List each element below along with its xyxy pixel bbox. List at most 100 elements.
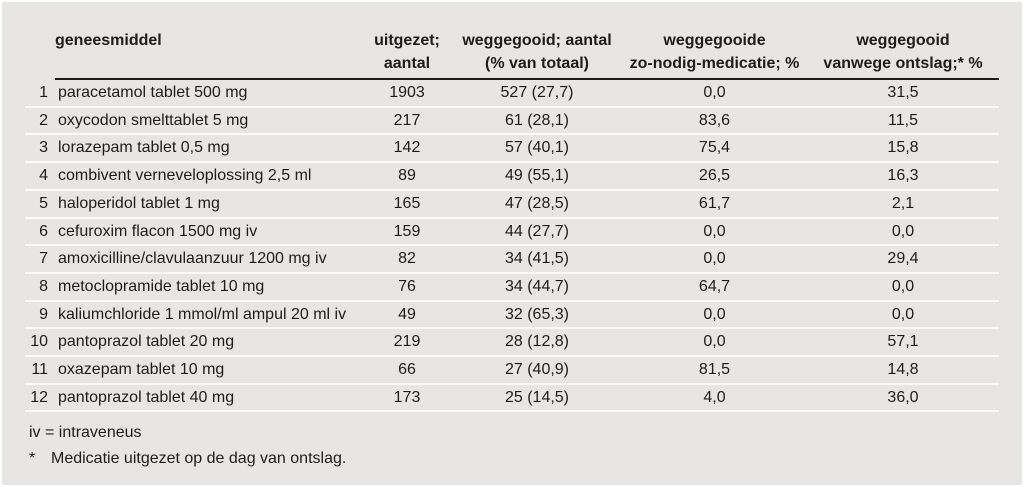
footnotes: iv = intraveneus * Medicatie uitgezet op…	[29, 420, 346, 472]
table-row: 5 haloperidol tablet 1 mg 165 47 (28,5) …	[25, 189, 999, 219]
discarded-cell: 25 (14,5)	[452, 383, 622, 413]
drug-column-header: geneesmiddel	[55, 29, 362, 80]
discarded-cell: 44 (27,7)	[452, 217, 622, 247]
discharge-cell: 31,5	[807, 79, 999, 108]
drug-cell: metoclopramide tablet 10 mg	[55, 272, 362, 302]
table-row: 3 lorazepam tablet 0,5 mg 142 57 (40,1) …	[25, 134, 999, 164]
drug-cell: kaliumchloride 1 mmol/ml ampul 20 ml iv	[55, 300, 362, 330]
dispensed-column-header: uitgezet; aantal	[362, 29, 452, 80]
footnote-iv: iv = intraveneus	[29, 420, 346, 446]
discharge-column-header: weggegooid vanwege ontslag;* %	[807, 29, 999, 80]
dispensed-cell: 82	[362, 245, 452, 274]
prn-column-header: weggegooide zo-nodig-medicatie; %	[622, 29, 807, 80]
discarded-cell: 34 (44,7)	[452, 272, 622, 302]
discharge-cell: 2,1	[807, 189, 999, 219]
footnote-iv-text: iv = intraveneus	[29, 424, 142, 441]
footnote-star-text: Medicatie uitgezet op de dag van ontslag…	[51, 450, 347, 467]
dispensed-cell: 89	[362, 162, 452, 191]
table-row: 10 pantoprazol tablet 20 mg 219 28 (12,8…	[25, 328, 999, 358]
prn-cell: 26,5	[622, 162, 807, 191]
rank-cell: 1	[25, 79, 55, 108]
drug-header-line2	[55, 52, 362, 75]
rank-cell: 7	[25, 245, 55, 274]
rank-cell: 11	[25, 356, 55, 385]
prn-cell: 0,0	[622, 328, 807, 358]
discarded-cell: 61 (28,1)	[452, 106, 622, 136]
prn-cell: 83,6	[622, 106, 807, 136]
discharge-cell: 0,0	[807, 300, 999, 330]
rank-cell: 2	[25, 106, 55, 136]
rank-cell: 6	[25, 217, 55, 247]
table-row: 12 pantoprazol tablet 40 mg 173 25 (14,5…	[25, 383, 999, 413]
drug-cell: combivent verneveloplossing 2,5 ml	[55, 162, 362, 191]
drug-cell: oxycodon smelttablet 5 mg	[55, 106, 362, 136]
drug-cell: cefuroxim flacon 1500 mg iv	[55, 217, 362, 247]
discarded-cell: 57 (40,1)	[452, 134, 622, 164]
discarded-cell: 47 (28,5)	[452, 189, 622, 219]
rank-column-header	[25, 29, 55, 79]
prn-cell: 61,7	[622, 189, 807, 219]
discharge-cell: 57,1	[807, 328, 999, 358]
drug-header-line1: geneesmiddel	[55, 32, 162, 49]
prn-cell: 0,0	[622, 245, 807, 274]
prn-cell: 0,0	[622, 300, 807, 330]
discarded-cell: 527 (27,7)	[452, 79, 622, 108]
discarded-cell: 27 (40,9)	[452, 356, 622, 385]
rank-cell: 10	[25, 328, 55, 358]
drug-cell: pantoprazol tablet 40 mg	[55, 383, 362, 413]
prn-cell: 0,0	[622, 79, 807, 108]
drug-cell: pantoprazol tablet 20 mg	[55, 328, 362, 358]
drug-cell: oxazepam tablet 10 mg	[55, 356, 362, 385]
table-row: 4 combivent verneveloplossing 2,5 ml 89 …	[25, 162, 999, 191]
prn-cell: 4,0	[622, 383, 807, 413]
discarded-cell: 32 (65,3)	[452, 300, 622, 330]
prn-cell: 75,4	[622, 134, 807, 164]
discarded-header-line1: weggegooid; aantal	[462, 32, 612, 49]
discharge-cell: 14,8	[807, 356, 999, 385]
footnote-star-marker: *	[29, 450, 36, 467]
table-row: 8 metoclopramide tablet 10 mg 76 34 (44,…	[25, 272, 999, 302]
footnote-star: * Medicatie uitgezet op de dag van ontsl…	[29, 446, 346, 472]
table-row: 2 oxycodon smelttablet 5 mg 217 61 (28,1…	[25, 106, 999, 136]
discarded-header-line2: (% van totaal)	[484, 55, 589, 72]
table-row: 1 paracetamol tablet 500 mg 1903 527 (27…	[25, 79, 999, 108]
drug-cell: paracetamol tablet 500 mg	[55, 79, 362, 108]
discharge-cell: 0,0	[807, 217, 999, 247]
discharge-cell: 16,3	[807, 162, 999, 191]
header-row: geneesmiddel uitgezet; aantal weggegooid…	[25, 29, 999, 80]
dispensed-cell: 217	[362, 106, 452, 136]
drug-cell: haloperidol tablet 1 mg	[55, 189, 362, 219]
dispensed-cell: 159	[362, 217, 452, 247]
discarded-medication-table: geneesmiddel uitgezet; aantal weggegooid…	[25, 29, 999, 413]
prn-header-line1: weggegooide	[663, 32, 766, 49]
discharge-cell: 36,0	[807, 383, 999, 413]
dispensed-cell: 219	[362, 328, 452, 358]
table-row: 11 oxazepam tablet 10 mg 66 27 (40,9) 81…	[25, 356, 999, 385]
prn-cell: 0,0	[622, 217, 807, 247]
discharge-cell: 0,0	[807, 272, 999, 302]
dispensed-cell: 173	[362, 383, 452, 413]
dispensed-cell: 76	[362, 272, 452, 302]
discarded-cell: 49 (55,1)	[452, 162, 622, 191]
discarded-cell: 34 (41,5)	[452, 245, 622, 274]
dispensed-cell: 165	[362, 189, 452, 219]
dispensed-cell: 49	[362, 300, 452, 330]
rank-cell: 4	[25, 162, 55, 191]
dispensed-cell: 66	[362, 356, 452, 385]
discharge-header-line2: vanwege ontslag;* %	[823, 55, 983, 72]
table-row: 7 amoxicilline/clavulaanzuur 1200 mg iv …	[25, 245, 999, 274]
prn-header-line2: zo-nodig-medicatie; %	[629, 55, 800, 72]
discarded-cell: 28 (12,8)	[452, 328, 622, 358]
dispensed-cell: 1903	[362, 79, 452, 108]
rank-cell: 3	[25, 134, 55, 164]
rank-cell: 9	[25, 300, 55, 330]
drug-cell: lorazepam tablet 0,5 mg	[55, 134, 362, 164]
discharge-header-line1: weggegooid	[856, 32, 950, 49]
rank-cell: 8	[25, 272, 55, 302]
discarded-column-header: weggegooid; aantal (% van totaal)	[452, 29, 622, 80]
table-row: 9 kaliumchloride 1 mmol/ml ampul 20 ml i…	[25, 300, 999, 330]
drug-cell: amoxicilline/clavulaanzuur 1200 mg iv	[55, 245, 362, 274]
discharge-cell: 29,4	[807, 245, 999, 274]
rank-cell: 12	[25, 383, 55, 413]
